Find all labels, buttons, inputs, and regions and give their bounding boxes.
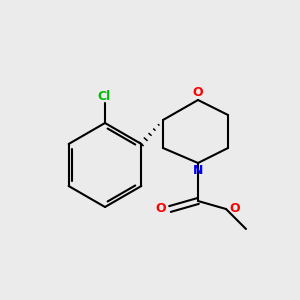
Text: O: O <box>193 85 203 98</box>
Text: O: O <box>230 202 240 215</box>
Text: Cl: Cl <box>98 89 111 103</box>
Text: O: O <box>156 202 166 215</box>
Text: N: N <box>193 164 203 178</box>
